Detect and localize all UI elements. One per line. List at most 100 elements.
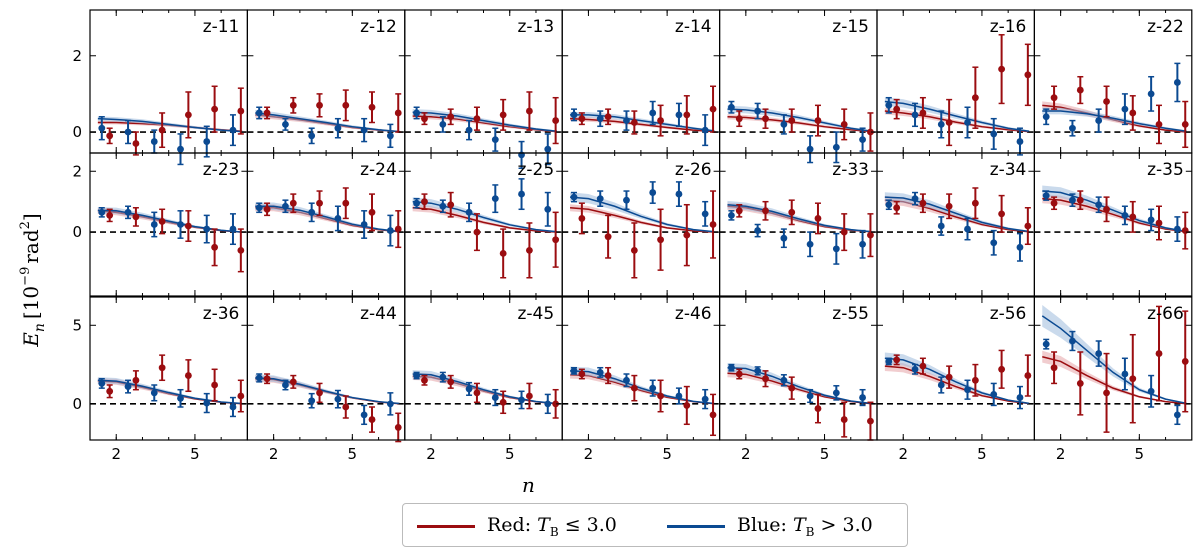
blue-data-point	[334, 124, 342, 132]
blue-data-point	[518, 396, 525, 404]
x-tick-label: 2	[269, 445, 279, 463]
panel-z-12: z-12	[246, 9, 406, 154]
blue-data-point	[649, 189, 657, 196]
blue-data-point	[911, 111, 919, 119]
blue-data-point	[1016, 138, 1024, 145]
blue-data-point	[1147, 387, 1155, 395]
blue-data-point	[544, 205, 552, 213]
blue-data-point	[596, 195, 604, 203]
red-data-point	[657, 117, 664, 124]
blue-data-point	[544, 145, 552, 153]
panel-label: z-56	[990, 304, 1027, 324]
blue-data-point	[229, 126, 237, 134]
red-data-point	[945, 119, 953, 126]
red-data-point	[971, 199, 979, 207]
blue-data-point	[386, 227, 394, 234]
blue-data-point	[859, 394, 866, 401]
x-tick-label: 2	[426, 445, 436, 463]
red-data-point	[106, 387, 114, 395]
blue-data-point	[98, 124, 106, 132]
blue-data-point	[964, 386, 971, 394]
blue-data-point	[1042, 113, 1050, 121]
panel-z-25: z-25	[404, 152, 563, 297]
red-data-point	[342, 199, 350, 207]
blue-data-point	[911, 195, 919, 203]
red-data-point	[630, 384, 638, 392]
red-data-point	[473, 389, 481, 397]
panel-z-44: z-44 2 5	[246, 296, 406, 463]
x-tick-label: 2	[584, 445, 594, 463]
red-data-point	[316, 389, 323, 397]
blue-model-line	[570, 370, 715, 405]
blue-data-point	[177, 145, 184, 153]
red-data-point	[184, 222, 192, 230]
red-data-point	[945, 202, 953, 210]
red-data-point	[945, 373, 953, 381]
red-data-point	[867, 417, 874, 425]
red-data-point	[394, 109, 402, 117]
red-data-point	[709, 411, 717, 419]
red-data-point	[971, 94, 979, 102]
red-data-point	[814, 215, 822, 222]
red-data-point	[840, 416, 848, 423]
red-data-point	[604, 372, 612, 379]
blue-data-point	[1016, 243, 1024, 251]
blue-data-point	[728, 364, 735, 372]
blue-data-point	[334, 215, 342, 222]
red-data-point	[998, 210, 1006, 218]
red-data-point	[604, 113, 612, 121]
red-model-band	[884, 361, 1030, 404]
red-data-point	[368, 416, 376, 423]
x-tick-label: 5	[662, 445, 672, 463]
red-model-line	[570, 207, 715, 233]
blue-data-point	[911, 365, 919, 373]
red-data-point	[762, 115, 769, 123]
blue-data-point	[1095, 201, 1103, 209]
blue-data-point	[859, 240, 866, 248]
red-data-point	[919, 362, 927, 370]
blue-data-point	[1069, 196, 1076, 204]
blue-data-point	[728, 211, 735, 219]
red-data-point	[158, 218, 166, 225]
blue-data-point	[334, 395, 342, 403]
panel-z-15: z-15	[718, 9, 878, 164]
red-data-point	[499, 111, 507, 119]
red-data-point	[709, 221, 717, 228]
blue-data-point	[1069, 337, 1076, 345]
red-data-point	[447, 113, 455, 121]
red-data-point	[788, 208, 796, 216]
blue-data-point	[832, 245, 840, 253]
blue-data-point	[413, 372, 421, 379]
blue-data-point	[806, 145, 814, 153]
x-tick-label: 5	[977, 445, 987, 463]
red-data-point	[657, 236, 664, 244]
panel-label: z-46	[675, 304, 712, 324]
red-data-point	[867, 231, 874, 239]
x-axis-label: n	[522, 473, 535, 497]
blue-data-point	[596, 115, 604, 123]
blue-data-point	[832, 389, 840, 397]
legend-item-red: Red: TB ≤ 3.0	[417, 504, 617, 548]
blue-model-line	[884, 357, 1030, 405]
legend-swatch-blue	[667, 524, 725, 528]
blue-data-point	[623, 196, 630, 204]
blue-model-line	[97, 379, 243, 405]
panel-label: z-36	[203, 304, 240, 324]
red-data-point	[788, 117, 796, 124]
blue-data-point	[649, 384, 657, 392]
y-tick-label: 2	[72, 162, 82, 180]
red-data-point	[526, 246, 533, 254]
blue-model-line	[97, 117, 243, 133]
red-data-point	[499, 398, 507, 406]
panel-label: z-55	[832, 304, 869, 324]
red-data-point	[1076, 86, 1084, 94]
blue-data-point	[386, 132, 394, 140]
blue-data-point	[964, 225, 971, 233]
red-data-point	[447, 378, 455, 386]
blue-data-point	[780, 121, 788, 128]
red-data-point	[762, 375, 769, 383]
y-tick-label: 5	[72, 316, 82, 334]
blue-data-point	[1173, 411, 1181, 419]
y-tick-label: 0	[72, 223, 82, 241]
blue-model-line	[412, 200, 558, 233]
